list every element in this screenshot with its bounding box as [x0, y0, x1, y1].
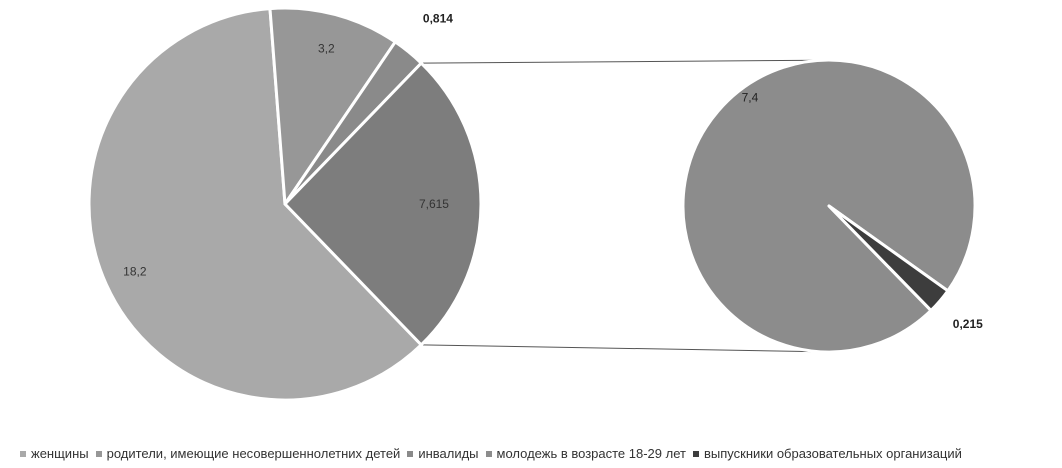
main-slice-женщины — [87, 7, 423, 402]
legend-label: молодежь в возрасте 18-29 лет — [496, 446, 686, 461]
legend-swatch — [485, 450, 492, 457]
legend-label: женщины — [31, 446, 89, 461]
legend-swatch — [95, 450, 102, 457]
legend-label: инвалиды — [418, 446, 479, 461]
legend-swatch — [407, 450, 414, 457]
data-label-женщины: 18,2 — [123, 265, 147, 279]
legend-label: выпускники образовательных организаций — [703, 446, 962, 461]
connector-line-bottom — [421, 344, 821, 353]
pie-of-pie-chart: 18,2 3,2 0,814 7,615 7,4 0,215 — [87, 6, 983, 402]
legend-item: инвалиды — [407, 446, 479, 461]
data-labels: 18,2 3,2 0,814 7,615 7,4 0,215 — [123, 12, 983, 332]
secondary-pie — [681, 58, 977, 354]
data-label-молодежь-в-возрасте-18-29-лет: 7,4 — [742, 90, 759, 104]
legend-item: выпускники образовательных организаций — [692, 446, 962, 461]
secondary-slice-выпускники-образовательных-организаций — [827, 204, 950, 312]
data-label-выпускники-образовательных-организаций: 0,215 — [953, 317, 983, 331]
data-label-родители-имеющие-несовершеннолетних-детей: 3,2 — [318, 42, 335, 56]
legend-item: женщины — [20, 446, 89, 461]
legend-label: родители, имеющие несовершеннолетних дет… — [106, 446, 401, 461]
main-slice-другие — [283, 61, 483, 347]
connector-lines — [421, 59, 821, 353]
connector-line-top — [421, 59, 821, 64]
data-label-инвалиды: 0,814 — [423, 12, 453, 26]
main-slice-родители-имеющие-несовершеннолетних-детей — [268, 6, 397, 206]
legend-item: родители, имеющие несовершеннолетних дет… — [95, 446, 401, 461]
data-label-другие: 7,615 — [419, 197, 449, 211]
main-pie — [87, 6, 483, 402]
legend: женщины родители, имеющие несовершеннолет… — [20, 446, 1050, 461]
legend-swatch — [20, 450, 26, 457]
legend-item: молодежь в возрасте 18-29 лет — [485, 446, 686, 461]
legend-swatch — [692, 450, 699, 457]
